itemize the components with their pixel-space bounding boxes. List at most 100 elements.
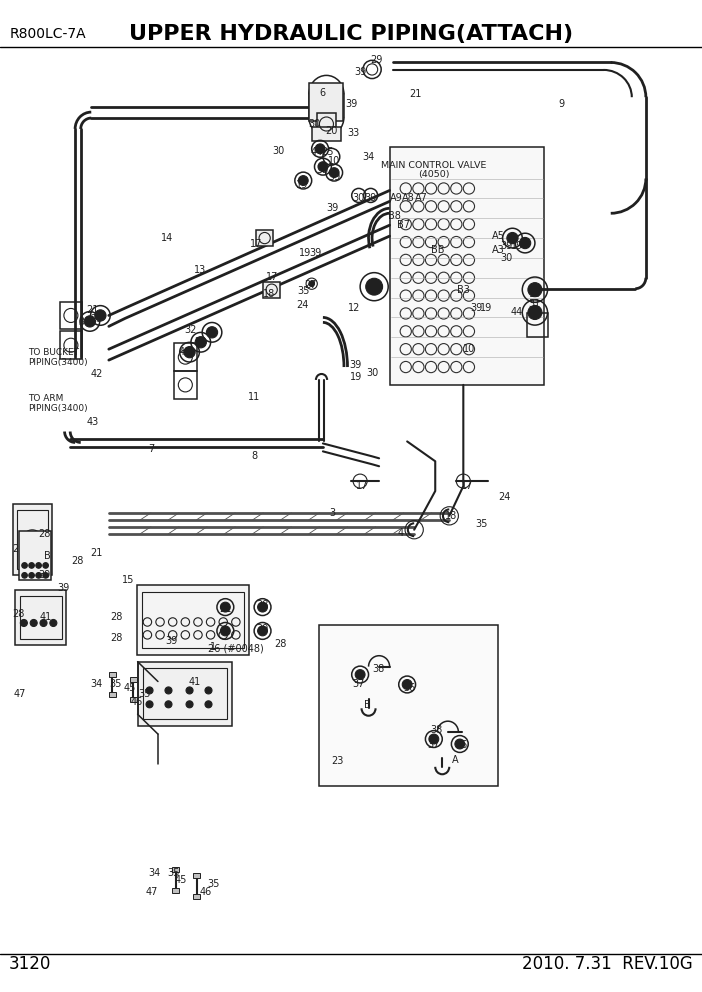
- Text: BB: BB: [431, 245, 445, 255]
- Text: 17: 17: [250, 239, 263, 249]
- Text: 34: 34: [362, 152, 375, 162]
- Text: 24: 24: [498, 492, 510, 502]
- Bar: [130, 677, 137, 682]
- Text: 2010. 7.31  REV.10G: 2010. 7.31 REV.10G: [522, 955, 693, 973]
- Text: 28: 28: [12, 609, 25, 619]
- Text: 38: 38: [372, 664, 385, 674]
- Text: 43: 43: [86, 417, 99, 427]
- Text: 4: 4: [397, 528, 403, 538]
- Text: 21: 21: [91, 548, 103, 558]
- Text: 20: 20: [325, 126, 338, 136]
- Text: 8: 8: [252, 451, 258, 461]
- Ellipse shape: [186, 686, 193, 694]
- Ellipse shape: [528, 283, 542, 297]
- Text: 36: 36: [455, 740, 468, 750]
- Bar: [172, 888, 179, 893]
- Bar: [319, 625, 498, 786]
- Text: 35: 35: [138, 689, 151, 699]
- Bar: [256, 230, 273, 246]
- Text: 33: 33: [347, 128, 359, 138]
- Ellipse shape: [186, 700, 193, 708]
- Ellipse shape: [84, 315, 95, 327]
- Text: 39: 39: [501, 241, 513, 251]
- Text: 39: 39: [354, 67, 366, 77]
- Ellipse shape: [40, 619, 47, 627]
- Ellipse shape: [528, 306, 542, 319]
- Text: 30: 30: [501, 253, 513, 263]
- Text: 28: 28: [71, 557, 84, 566]
- Text: 39: 39: [470, 303, 482, 312]
- Text: 47: 47: [13, 689, 26, 699]
- Bar: [19, 531, 51, 580]
- Text: 39: 39: [364, 193, 376, 203]
- Ellipse shape: [30, 619, 37, 627]
- Bar: [17, 510, 48, 569]
- Text: 44: 44: [510, 308, 523, 317]
- Ellipse shape: [258, 626, 267, 636]
- Text: 38: 38: [430, 725, 442, 735]
- Bar: [143, 668, 227, 719]
- Text: 9: 9: [559, 99, 564, 109]
- Text: 42: 42: [91, 369, 103, 379]
- Text: 39: 39: [38, 570, 51, 580]
- Text: 39: 39: [58, 583, 70, 593]
- Text: 6: 6: [320, 88, 326, 98]
- Bar: [263, 282, 280, 298]
- Text: 19: 19: [480, 303, 493, 312]
- Text: 19: 19: [350, 372, 362, 382]
- Text: 21: 21: [86, 305, 99, 314]
- Bar: [60, 302, 82, 329]
- Text: B: B: [44, 551, 51, 560]
- Text: 30: 30: [308, 119, 321, 129]
- Text: UPPER HYDRAULIC PIPING(ATTACH): UPPER HYDRAULIC PIPING(ATTACH): [129, 24, 573, 44]
- Ellipse shape: [519, 237, 531, 249]
- Text: 28: 28: [256, 600, 269, 610]
- Text: 46: 46: [130, 697, 143, 707]
- Bar: [390, 147, 544, 385]
- Bar: [142, 592, 244, 648]
- Bar: [172, 867, 179, 872]
- Ellipse shape: [95, 310, 106, 321]
- Bar: [174, 343, 197, 371]
- Text: PIPING(3400): PIPING(3400): [28, 404, 88, 413]
- Text: A7: A7: [415, 193, 428, 203]
- Ellipse shape: [329, 168, 339, 178]
- Text: A9: A9: [390, 193, 403, 203]
- Bar: [312, 127, 341, 141]
- Ellipse shape: [29, 572, 34, 578]
- Text: 39: 39: [78, 317, 91, 327]
- Text: 16: 16: [529, 289, 541, 299]
- Bar: [138, 662, 232, 726]
- Ellipse shape: [318, 162, 328, 172]
- Ellipse shape: [355, 670, 365, 680]
- Ellipse shape: [36, 562, 41, 568]
- Text: 35: 35: [207, 879, 220, 889]
- Text: A8: A8: [402, 193, 415, 203]
- Text: 17: 17: [266, 272, 279, 282]
- Text: 17: 17: [356, 481, 369, 491]
- Ellipse shape: [206, 326, 218, 338]
- Text: 3120: 3120: [9, 955, 51, 973]
- Text: PIPING(3400): PIPING(3400): [28, 358, 88, 367]
- Ellipse shape: [309, 281, 314, 287]
- Ellipse shape: [507, 232, 518, 244]
- Ellipse shape: [429, 734, 439, 744]
- Text: 22: 22: [194, 337, 207, 347]
- Ellipse shape: [36, 572, 41, 578]
- Ellipse shape: [298, 176, 308, 186]
- Text: A: A: [451, 755, 458, 765]
- Text: 46: 46: [199, 887, 212, 897]
- Text: 23: 23: [331, 756, 344, 766]
- Text: 45: 45: [175, 875, 187, 885]
- Text: TO ARM: TO ARM: [28, 394, 63, 403]
- Text: 27: 27: [305, 280, 317, 290]
- Ellipse shape: [165, 686, 172, 694]
- Text: 30: 30: [366, 368, 379, 378]
- Text: B: B: [364, 700, 371, 710]
- Text: 10: 10: [328, 156, 340, 166]
- Ellipse shape: [315, 144, 325, 154]
- Text: MAIN CONTROL VALVE: MAIN CONTROL VALVE: [381, 161, 486, 171]
- Ellipse shape: [22, 572, 27, 578]
- Text: 35: 35: [475, 519, 488, 529]
- Text: 21: 21: [409, 89, 422, 99]
